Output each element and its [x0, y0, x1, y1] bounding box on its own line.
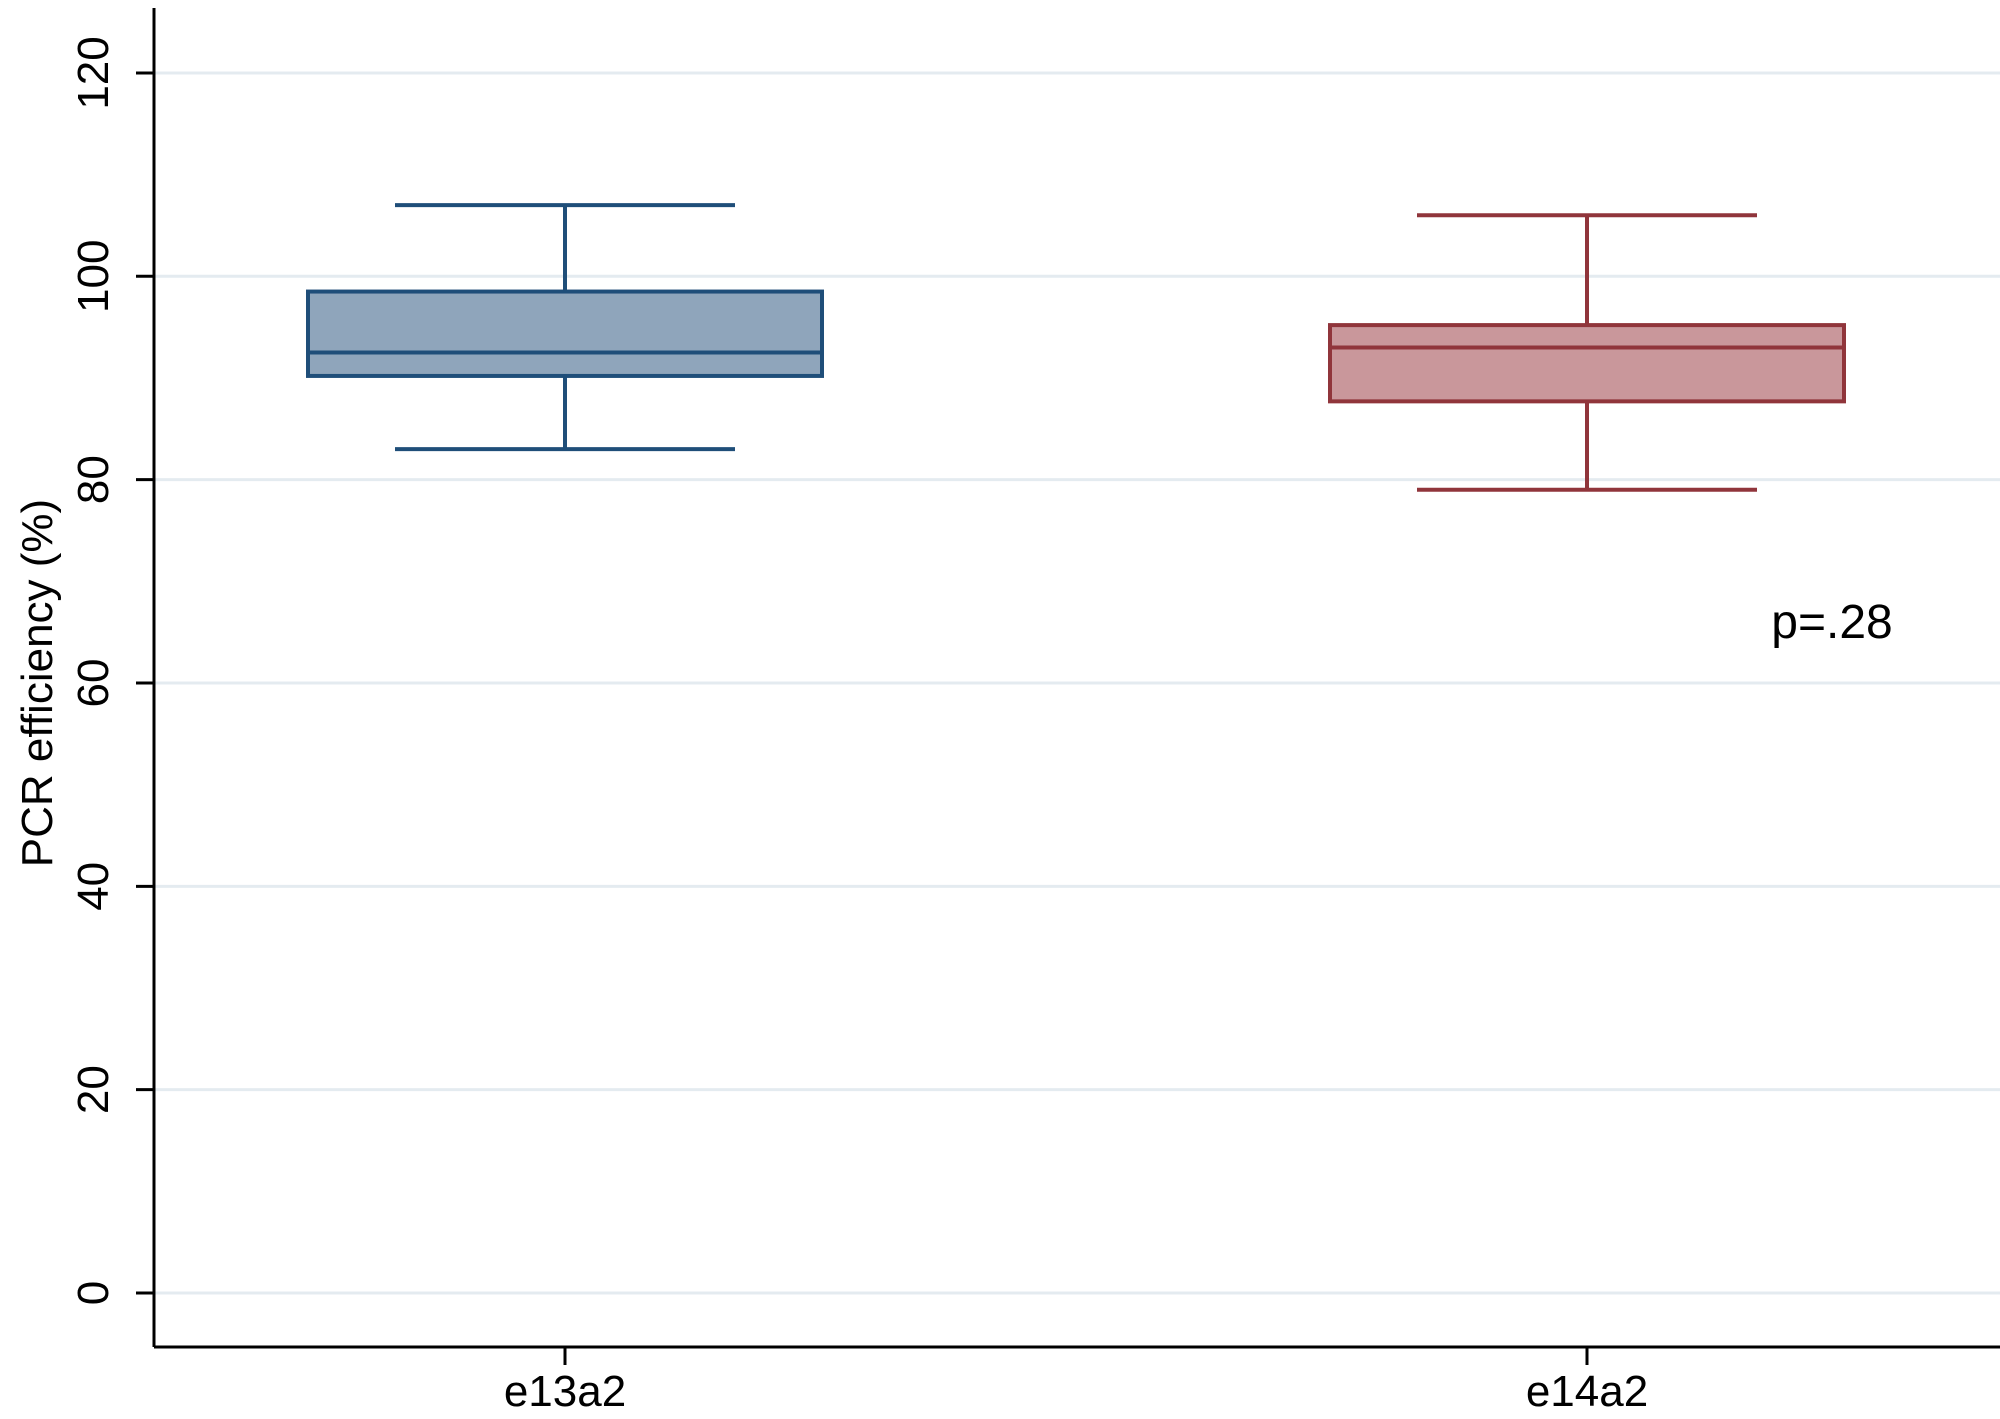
- box-e14a2: [1328, 213, 1846, 492]
- y-tick-label: 40: [69, 862, 118, 911]
- x-tick-label: e14a2: [1526, 1367, 1648, 1416]
- y-tick-label: 120: [69, 36, 118, 109]
- grid-lines: [154, 71, 2000, 1295]
- y-tick-label: 0: [69, 1281, 118, 1305]
- box-iqr: [306, 289, 824, 378]
- box-e13a2: [306, 203, 824, 452]
- box-iqr: [1328, 323, 1846, 404]
- annotations: p=.28: [1771, 596, 1892, 649]
- y-tick-label: 20: [69, 1065, 118, 1114]
- x-tick-label: e13a2: [504, 1367, 626, 1416]
- x-ticks: e13a2 e14a2: [504, 1347, 1648, 1416]
- y-tick-label: 60: [69, 659, 118, 708]
- y-tick-label: 100: [69, 240, 118, 313]
- p-value-annotation: p=.28: [1771, 596, 1892, 649]
- y-ticks: 0 20 40 60 80 100 120: [69, 36, 154, 1305]
- axes: [152, 8, 2000, 1349]
- y-axis-title: PCR efficiency (%): [13, 499, 62, 867]
- boxes: [306, 203, 1846, 492]
- y-tick-label: 80: [69, 455, 118, 504]
